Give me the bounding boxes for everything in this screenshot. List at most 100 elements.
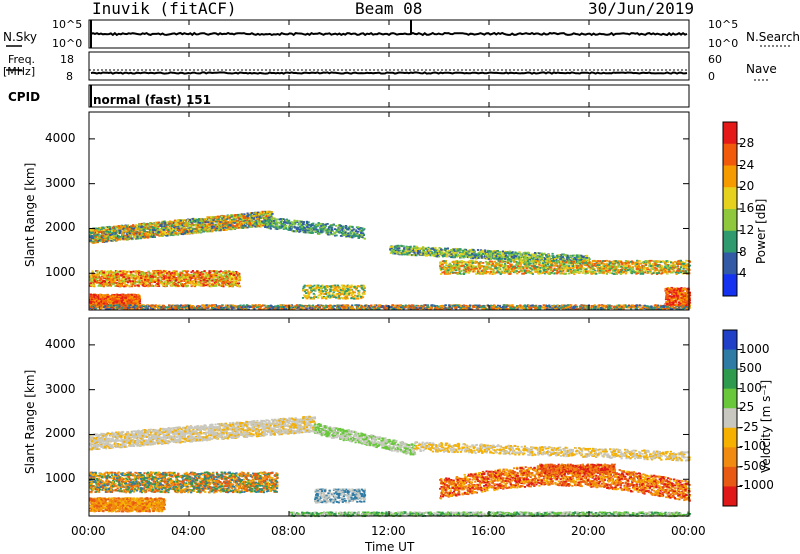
echo-cell bbox=[225, 220, 227, 222]
echo-cell bbox=[207, 221, 209, 223]
echo-cell bbox=[124, 226, 126, 228]
echo-cell bbox=[257, 220, 259, 222]
echo-cell bbox=[125, 231, 127, 233]
echo-cell bbox=[90, 230, 92, 232]
echo-cell bbox=[135, 232, 137, 234]
echo-cell bbox=[92, 237, 94, 239]
echo-cell bbox=[149, 229, 151, 231]
echo-cell bbox=[225, 216, 227, 218]
echo-cell bbox=[237, 222, 239, 224]
echo-cell bbox=[141, 225, 143, 227]
power-scatter-layer bbox=[89, 211, 691, 311]
echo-cell bbox=[168, 233, 170, 235]
echo-cell bbox=[153, 223, 155, 225]
echo-cell bbox=[212, 229, 214, 231]
echo-cell bbox=[192, 232, 194, 234]
echo-cell bbox=[96, 232, 98, 234]
echo-cell bbox=[126, 227, 128, 229]
echo-cell bbox=[190, 231, 192, 233]
echo-cell bbox=[193, 221, 195, 223]
echo-cell bbox=[100, 231, 102, 233]
echo-cell bbox=[233, 218, 235, 220]
echo-cell bbox=[157, 229, 159, 231]
echo-cell bbox=[205, 221, 207, 223]
echo-cell bbox=[94, 234, 96, 236]
echo-cell bbox=[184, 227, 186, 229]
echo-cell bbox=[164, 222, 166, 224]
echo-cell bbox=[221, 220, 223, 222]
echo-cell bbox=[172, 228, 174, 230]
echo-cell bbox=[235, 217, 237, 219]
echo-cell bbox=[183, 220, 185, 222]
echo-cell bbox=[209, 224, 211, 226]
echo-cell bbox=[243, 213, 245, 215]
echo-cell bbox=[252, 225, 254, 227]
echo-cell bbox=[132, 232, 134, 234]
echo-cell bbox=[187, 219, 189, 221]
echo-cell bbox=[113, 238, 115, 240]
echo-cell bbox=[136, 226, 138, 228]
echo-cell bbox=[112, 227, 114, 229]
echo-cell bbox=[156, 222, 158, 224]
echo-cell bbox=[150, 231, 152, 233]
echo-cell bbox=[190, 228, 192, 230]
echo-cell bbox=[179, 230, 181, 232]
echo-cell bbox=[109, 228, 111, 230]
echo-cell bbox=[90, 239, 92, 241]
echo-cell bbox=[155, 231, 157, 233]
echo-cell bbox=[182, 233, 184, 235]
echo-cell bbox=[110, 240, 112, 242]
echo-cell bbox=[204, 219, 206, 221]
echo-cell bbox=[223, 215, 225, 217]
echo-cell bbox=[196, 219, 198, 221]
echo-cell bbox=[173, 225, 175, 227]
echo-cell bbox=[255, 215, 257, 217]
echo-cell bbox=[147, 234, 149, 236]
range-time-plot bbox=[0, 0, 800, 554]
echo-cell bbox=[240, 221, 242, 223]
echo-cell bbox=[177, 229, 179, 231]
echo-cell bbox=[162, 231, 164, 233]
echo-cell bbox=[267, 214, 269, 216]
echo-cell bbox=[216, 228, 218, 230]
echo-cell bbox=[97, 228, 99, 230]
echo-cell bbox=[213, 224, 215, 226]
echo-cell bbox=[210, 217, 212, 219]
echo-cell bbox=[213, 226, 215, 228]
echo-cell bbox=[178, 223, 180, 225]
echo-cell bbox=[135, 224, 137, 226]
echo-cell bbox=[176, 220, 178, 222]
echo-cell bbox=[226, 229, 228, 231]
echo-cell bbox=[239, 223, 241, 225]
echo-cell bbox=[154, 225, 156, 227]
echo-cell bbox=[158, 222, 160, 224]
echo-cell bbox=[202, 224, 204, 226]
echo-cell bbox=[263, 221, 265, 223]
echo-cell bbox=[106, 241, 108, 243]
echo-cell bbox=[221, 216, 223, 218]
echo-cell bbox=[177, 227, 179, 229]
echo-cell bbox=[201, 220, 203, 222]
echo-cell bbox=[208, 226, 210, 228]
echo-cell bbox=[180, 220, 182, 222]
echo-cell bbox=[119, 232, 121, 234]
echo-cell bbox=[154, 236, 156, 238]
echo-cell bbox=[95, 242, 97, 244]
echo-cell bbox=[150, 232, 152, 234]
echo-cell bbox=[199, 230, 201, 232]
echo-cell bbox=[140, 237, 142, 239]
echo-cell bbox=[246, 221, 248, 223]
echo-cell bbox=[102, 239, 104, 241]
echo-cell bbox=[263, 213, 265, 215]
echo-cell bbox=[139, 228, 141, 230]
echo-cell bbox=[251, 212, 253, 214]
echo-cell bbox=[200, 219, 202, 221]
echo-cell bbox=[109, 234, 111, 236]
echo-cell bbox=[191, 220, 193, 222]
echo-cell bbox=[242, 226, 244, 228]
echo-cell bbox=[179, 225, 181, 227]
echo-cell bbox=[107, 238, 109, 240]
echo-cell bbox=[237, 214, 239, 216]
echo-cell bbox=[266, 211, 268, 213]
echo-cell bbox=[184, 232, 186, 234]
